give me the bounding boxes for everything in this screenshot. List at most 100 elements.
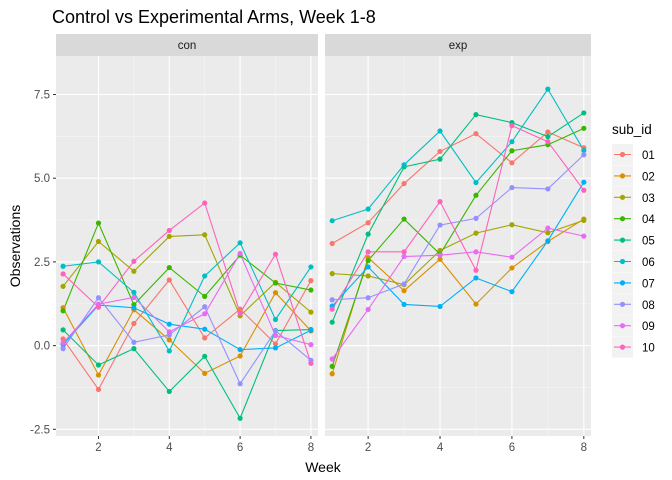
data-point-exp-06 (437, 128, 443, 134)
data-point-exp-02 (473, 301, 479, 307)
data-point-con-08 (202, 304, 208, 310)
data-point-exp-01 (509, 160, 515, 166)
legend-label-03: 03 (642, 193, 655, 205)
data-point-con-10 (272, 251, 279, 257)
legend-key-point-08 (619, 301, 626, 307)
x-tick-label: 6 (237, 442, 243, 454)
data-point-exp-05 (365, 231, 371, 237)
data-point-con-08 (60, 346, 66, 352)
data-point-exp-07 (437, 303, 443, 310)
legend: sub_id 01 02 03 04 05 06 07 08 09 10 (612, 122, 655, 358)
series-line-con-05 (62, 328, 311, 420)
data-point-con-07 (202, 326, 208, 332)
strip-label-con: con (178, 40, 197, 52)
data-point-exp-07 (581, 179, 587, 185)
data-point-con-08 (95, 295, 102, 301)
data-point-con-05 (131, 346, 137, 352)
x-tick-label: 6 (509, 442, 515, 454)
series-line-exp-06 (332, 88, 585, 222)
data-point-exp-02 (509, 265, 515, 271)
x-tick-label: 8 (308, 442, 314, 454)
data-point-con-01 (60, 336, 66, 342)
data-point-exp-07 (545, 238, 551, 244)
data-point-con-06 (131, 289, 137, 295)
data-point-exp-10 (581, 187, 587, 193)
data-point-exp-01 (437, 148, 443, 155)
y-axis-title: Observations (7, 205, 23, 287)
data-point-con-02 (202, 370, 208, 376)
data-point-exp-01 (545, 129, 551, 135)
y-tick-label: 5.0 (34, 173, 50, 185)
data-point-con-01 (202, 335, 208, 341)
data-point-con-09 (237, 250, 243, 257)
series-line-exp-02 (331, 218, 585, 374)
legend-key-point-02 (619, 173, 626, 179)
series-line-exp-05 (331, 112, 585, 323)
data-point-exp-03 (365, 273, 371, 279)
data-point-con-01 (131, 320, 137, 327)
series-line-con-04 (62, 221, 312, 311)
series-line-con-09 (62, 252, 312, 346)
strip-con-background (56, 34, 318, 56)
data-point-con-08 (131, 339, 137, 345)
series-line-con-08 (62, 296, 312, 385)
data-point-exp-09 (545, 225, 551, 231)
data-point-exp-07 (473, 275, 479, 281)
legend-title: sub_id (612, 122, 652, 137)
data-point-exp-04 (509, 148, 515, 154)
chart-title: Control vs Experimental Arms, Week 1-8 (52, 7, 376, 27)
data-point-exp-09 (473, 249, 479, 255)
legend-key-point-07 (619, 280, 626, 286)
data-point-exp-09 (329, 356, 335, 362)
data-point-con-07 (166, 321, 172, 327)
data-point-con-03 (131, 268, 137, 274)
data-point-exp-08 (401, 281, 407, 287)
data-point-exp-08 (581, 152, 587, 158)
data-point-con-02 (166, 337, 172, 343)
data-point-exp-02 (329, 371, 335, 377)
legend-label-07: 07 (642, 278, 655, 290)
data-point-con-01 (95, 386, 102, 393)
data-point-exp-10 (401, 249, 407, 255)
data-point-con-03 (60, 283, 66, 289)
data-point-exp-05 (329, 319, 335, 325)
data-point-exp-10 (509, 123, 515, 129)
series-line-con-03 (62, 234, 312, 317)
data-point-exp-10 (329, 306, 335, 312)
data-point-con-04 (272, 280, 279, 286)
data-point-exp-10 (545, 139, 551, 145)
data-point-con-01 (166, 277, 172, 283)
data-point-con-02 (95, 372, 102, 378)
data-point-con-03 (308, 309, 314, 315)
data-point-exp-03 (581, 217, 587, 223)
strip-label-exp: exp (449, 40, 468, 52)
series-line-exp-01 (331, 131, 585, 244)
data-point-con-09 (166, 329, 172, 335)
data-point-exp-05 (473, 111, 479, 118)
data-point-con-06 (272, 316, 279, 323)
data-point-con-09 (308, 341, 314, 348)
x-tick-label: 2 (95, 442, 101, 454)
data-point-con-01 (308, 278, 314, 284)
data-point-exp-08 (473, 215, 479, 221)
series-line-exp-08 (332, 154, 585, 301)
data-point-exp-04 (365, 257, 371, 264)
legend-label-06: 06 (642, 257, 655, 269)
data-point-exp-04 (401, 216, 407, 222)
data-point-con-06 (95, 259, 102, 265)
data-point-exp-06 (329, 218, 335, 224)
data-point-exp-03 (545, 230, 551, 236)
data-point-exp-06 (401, 162, 407, 168)
data-point-con-05 (95, 362, 102, 368)
data-point-exp-08 (437, 222, 443, 228)
data-point-exp-04 (473, 192, 479, 198)
data-point-exp-06 (581, 147, 587, 154)
series-line-exp-04 (331, 127, 585, 367)
data-point-exp-10 (473, 267, 479, 273)
data-point-exp-08 (329, 297, 335, 303)
data-point-con-01 (237, 306, 243, 312)
data-point-exp-07 (365, 264, 371, 270)
legend-key-point-01 (619, 151, 626, 158)
data-point-con-08 (237, 381, 243, 387)
